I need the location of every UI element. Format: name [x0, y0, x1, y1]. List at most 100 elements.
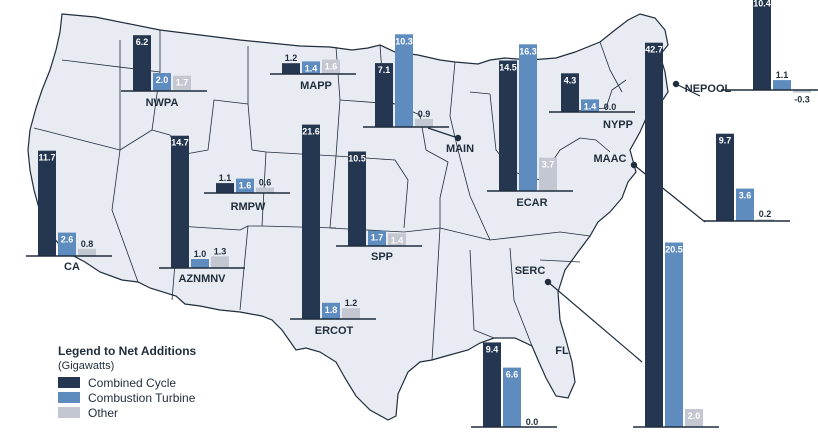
region-chart-aznmnv: 14.7 1.0 1.3 AZNMNV — [159, 135, 245, 285]
rmpw-value-other: 0.6 — [259, 178, 272, 188]
nwpa-bar-combined — [133, 35, 151, 91]
spp-bar-turbine — [368, 230, 386, 246]
ecar-bar-turbine — [519, 44, 537, 191]
fl-value-turbine: 6.6 — [506, 370, 519, 380]
state-line — [151, 99, 249, 156]
rmpw-region-label: RMPW — [231, 201, 266, 213]
region-chart-main: 7.1 10.3 0.9 MAIN — [363, 34, 474, 155]
aznmnv-value-combined: 14.7 — [171, 138, 189, 148]
ca-value-turbine: 2.6 — [61, 235, 74, 245]
mapp-region-label: MAPP — [300, 80, 332, 92]
state-line — [431, 227, 441, 361]
legend-unit: (Gigawatts) — [58, 360, 115, 372]
serc-callout-dot — [544, 278, 552, 286]
region-chart-ecar: 14.516.3 3.7 ECAR — [487, 44, 573, 209]
legend-item-turbine: Combustion Turbine — [58, 390, 288, 405]
nwpa-value-turbine: 2.0 — [156, 75, 169, 85]
region-chart-rmpw: 1.1 1.6 0.6 RMPW — [204, 173, 290, 213]
nepool-bar-turbine — [773, 80, 791, 90]
nepool-value-other: -0.3 — [794, 95, 810, 105]
legend: Legend to Net Additions (Gigawatts) Comb… — [58, 344, 288, 420]
state-line — [509, 247, 533, 347]
ercot-bar-turbine — [322, 302, 340, 319]
ecar-value-combined: 14.5 — [499, 63, 517, 73]
aznmnv-bar-turbine — [191, 259, 209, 268]
spp-bar-other — [388, 233, 406, 246]
state-line — [119, 30, 161, 151]
fl-region-label: FL — [555, 345, 569, 357]
ercot-value-other: 1.2 — [345, 298, 358, 308]
main-bar-turbine — [395, 34, 413, 127]
nepool-callout-dot — [672, 80, 680, 88]
spp-region-label: SPP — [371, 251, 393, 263]
fl-value-other: 0.0 — [526, 417, 539, 427]
nepool-bar-combined — [753, 0, 771, 90]
main-value-other: 0.9 — [418, 109, 431, 119]
ca-bar-turbine — [58, 232, 76, 256]
state-line — [247, 46, 253, 151]
region-chart-ca: 11.7 2.6 0.8 CA — [26, 150, 112, 273]
serc-region-label: SERC — [515, 265, 546, 277]
maac-bar-other — [756, 219, 774, 221]
ecar-bar-other — [539, 157, 557, 191]
ecar-value-other: 3.7 — [542, 160, 555, 170]
legend-label-turbine: Combustion Turbine — [88, 390, 196, 405]
region-charts: 6.2 2.0 1.7 NWPA 1.2 1.4 1.6 MAPP 7.1 10.3 0.9 MAIN… — [26, 0, 818, 428]
nepool-value-turbine: 1.1 — [776, 70, 789, 80]
ercot-value-turbine: 1.8 — [325, 305, 338, 315]
main-value-turbine: 10.3 — [395, 36, 413, 46]
nwpa-value-combined: 6.2 — [136, 37, 149, 47]
serc-value-other: 2.0 — [688, 411, 701, 421]
serc-value-turbine: 20.5 — [665, 245, 683, 255]
mapp-value-turbine: 1.4 — [305, 63, 318, 73]
ercot-region-label: ERCOT — [315, 325, 354, 337]
state-line — [111, 40, 139, 283]
state-line — [449, 61, 491, 241]
ecar-value-turbine: 16.3 — [519, 46, 537, 56]
spp-value-turbine: 1.7 — [371, 233, 384, 243]
rmpw-bar-other — [256, 187, 274, 193]
nypp-bar-combined — [561, 73, 579, 112]
legend-swatch-other — [58, 407, 80, 418]
nwpa-bar-other — [173, 75, 191, 91]
ca-value-other: 0.8 — [81, 239, 94, 249]
aznmnv-region-label: AZNMNV — [178, 273, 226, 285]
nypp-value-other: 0.0 — [604, 102, 617, 112]
serc-bar-other — [685, 409, 703, 427]
aznmnv-value-other: 1.3 — [214, 246, 227, 256]
main-bar-combined — [375, 63, 393, 127]
ca-bar-other — [78, 248, 96, 256]
mapp-bar-turbine — [302, 61, 320, 74]
legend-label-combined: Combined Cycle — [88, 375, 177, 390]
maac-bar-combined — [716, 133, 734, 221]
nepool-callout-line — [675, 83, 701, 97]
ca-value-combined: 11.7 — [38, 153, 55, 163]
rmpw-value-combined: 1.1 — [219, 173, 232, 183]
nepool-bar-other — [793, 90, 811, 93]
mapp-bar-other — [322, 59, 340, 74]
nypp-value-turbine: 1.4 — [584, 101, 597, 111]
serc-callout-line — [547, 281, 643, 363]
main-region-label: MAIN — [446, 143, 474, 155]
aznmnv-bar-combined — [171, 135, 189, 268]
ecar-bar-combined — [499, 60, 517, 191]
legend-swatch-turbine — [58, 392, 80, 403]
nwpa-bar-turbine — [153, 73, 171, 91]
maac-region-label: MAAC — [594, 153, 627, 165]
nypp-bar-turbine — [581, 99, 599, 112]
serc-value-combined: 42.7 — [645, 45, 663, 55]
region-chart-mapp: 1.2 1.4 1.6 MAPP — [270, 53, 356, 92]
legend-label-other: Other — [88, 405, 119, 420]
region-chart-nypp: 4.3 1.4 0.0 NYPP — [549, 73, 635, 131]
ca-region-label: CA — [64, 261, 80, 273]
maac-value-combined: 9.7 — [719, 136, 732, 146]
legend-item-combined: Combined Cycle — [58, 375, 288, 390]
main-value-combined: 7.1 — [378, 65, 391, 75]
state-line — [265, 151, 337, 157]
state-line — [33, 127, 121, 151]
state-line — [329, 227, 405, 233]
state-line — [599, 41, 623, 93]
ercot-bar-combined — [302, 124, 320, 319]
nwpa-value-other: 1.7 — [176, 78, 189, 88]
